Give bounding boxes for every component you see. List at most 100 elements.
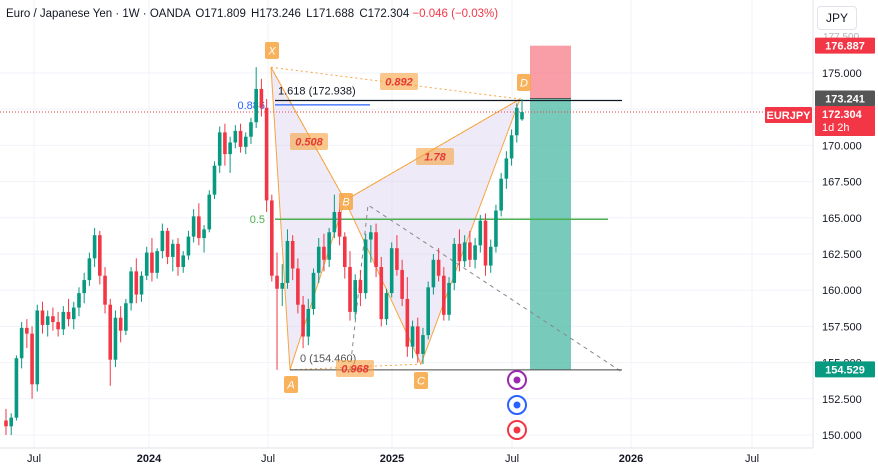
level-price-badge-bg [815,90,875,107]
high-value: 173.246 [259,8,301,20]
x-tick-label: Jul [27,453,41,465]
candle-body [473,245,477,260]
y-tick-label: 162.500 [822,249,862,261]
candle-body [45,316,50,325]
candle-body [139,275,144,295]
candle-body [19,327,24,359]
y-tick-label: 152.500 [822,394,862,406]
candle-body [155,251,159,273]
candle-body [66,311,71,320]
candle-body [421,335,425,354]
open-label: O [195,8,205,20]
target-zone [530,45,571,99]
candle-body [129,271,133,304]
x-tick-label: Jul [745,453,759,465]
candle-body [296,268,300,305]
candle-body [51,316,55,323]
candle-body [165,230,170,257]
candle-body [447,282,451,315]
candle-body [395,248,399,270]
candle-body [499,178,503,211]
target-price-badge-bg [815,37,875,54]
candle-body [61,311,66,330]
candle-body [290,240,295,269]
point-x-label-box [265,42,279,59]
candle-body [369,232,373,240]
y-tick-label: 165.000 [822,213,862,225]
candle-body [264,107,269,201]
candle-body [509,135,514,159]
stop-price-badge-bg [815,361,875,378]
point-d-label: D [520,78,528,90]
fib-0886-label: 0.886 [237,100,265,112]
candle-body [405,298,410,347]
candle-body [280,282,285,289]
candle-body [233,130,238,143]
point-b-label: B [342,197,349,209]
y-tick-label: 150.000 [822,430,862,442]
candle-body [504,158,509,179]
change-value: −0.046 (−0.03%) [412,8,499,20]
candle-body [337,212,342,237]
candle-body [30,333,34,385]
ratio-xb-label: 0.508 [295,137,323,149]
y-tick-label: 170.000 [822,140,862,152]
candle-body [363,239,368,294]
low-value: 171.688 [312,8,355,20]
candle-body [103,275,107,305]
x-tick-label: Jul [505,453,519,465]
ratio-bd-label: 1.78 [424,152,446,164]
axes: 150.000152.500155.000157.500160.000162.5… [0,0,875,465]
symbol-header: Euro / Japanese Yen · 1W · OANDA O171.80… [6,8,498,20]
candle-body [223,132,227,155]
point-a-label: A [286,380,294,392]
ratio-bd-label-box [416,148,454,165]
candle-body [71,307,76,320]
y-tick-label: 157.500 [822,321,862,333]
point-c-label: C [417,376,425,388]
candle-body [238,130,243,147]
candle-body [494,210,498,247]
candle-body [124,303,128,331]
ratio-ac-label-box [336,360,374,377]
symbol-title: Euro / Japanese Yen · 1W · OANDA [6,8,191,20]
ratio-xd-label-box [380,73,418,90]
candle-body [306,309,311,337]
candle-body [436,259,441,276]
ratio-xd-label: 0.892 [385,77,413,89]
candle-body [25,327,29,334]
candle-body [374,232,378,268]
candle-body [270,200,274,276]
candle-body [98,235,102,276]
last-price-badge-bg [815,106,875,137]
x-tick-label: 2024 [137,453,162,465]
position-zones [530,45,571,370]
high-label: H [251,8,260,20]
candle-body [144,252,149,276]
candle-body [4,420,8,427]
stop-price-badge: 154.529 [825,364,865,376]
x-tick-label: 2026 [619,453,643,465]
candle-body [176,243,180,268]
target-price-badge: 176.887 [825,41,865,53]
candle-body [483,220,488,266]
fib-1618-label: 1.618 (172.938) [278,86,356,98]
candle-body [389,248,394,294]
candle-body [82,280,86,294]
candle-body [118,317,123,331]
candle-body [457,243,462,262]
candle-body [353,280,358,312]
point-d-label-box [517,74,531,91]
candle-body [322,246,326,260]
candle-body [243,136,248,147]
candle-body [202,229,206,239]
candle-body [170,243,175,257]
candle-body [108,304,113,360]
candle-body [275,275,279,289]
candle-body [197,216,201,239]
currency-button[interactable]: JPY [817,6,857,30]
x-tick-label: Jul [261,453,275,465]
point-a-label-box [284,376,298,393]
point-b-label-box [339,193,353,210]
